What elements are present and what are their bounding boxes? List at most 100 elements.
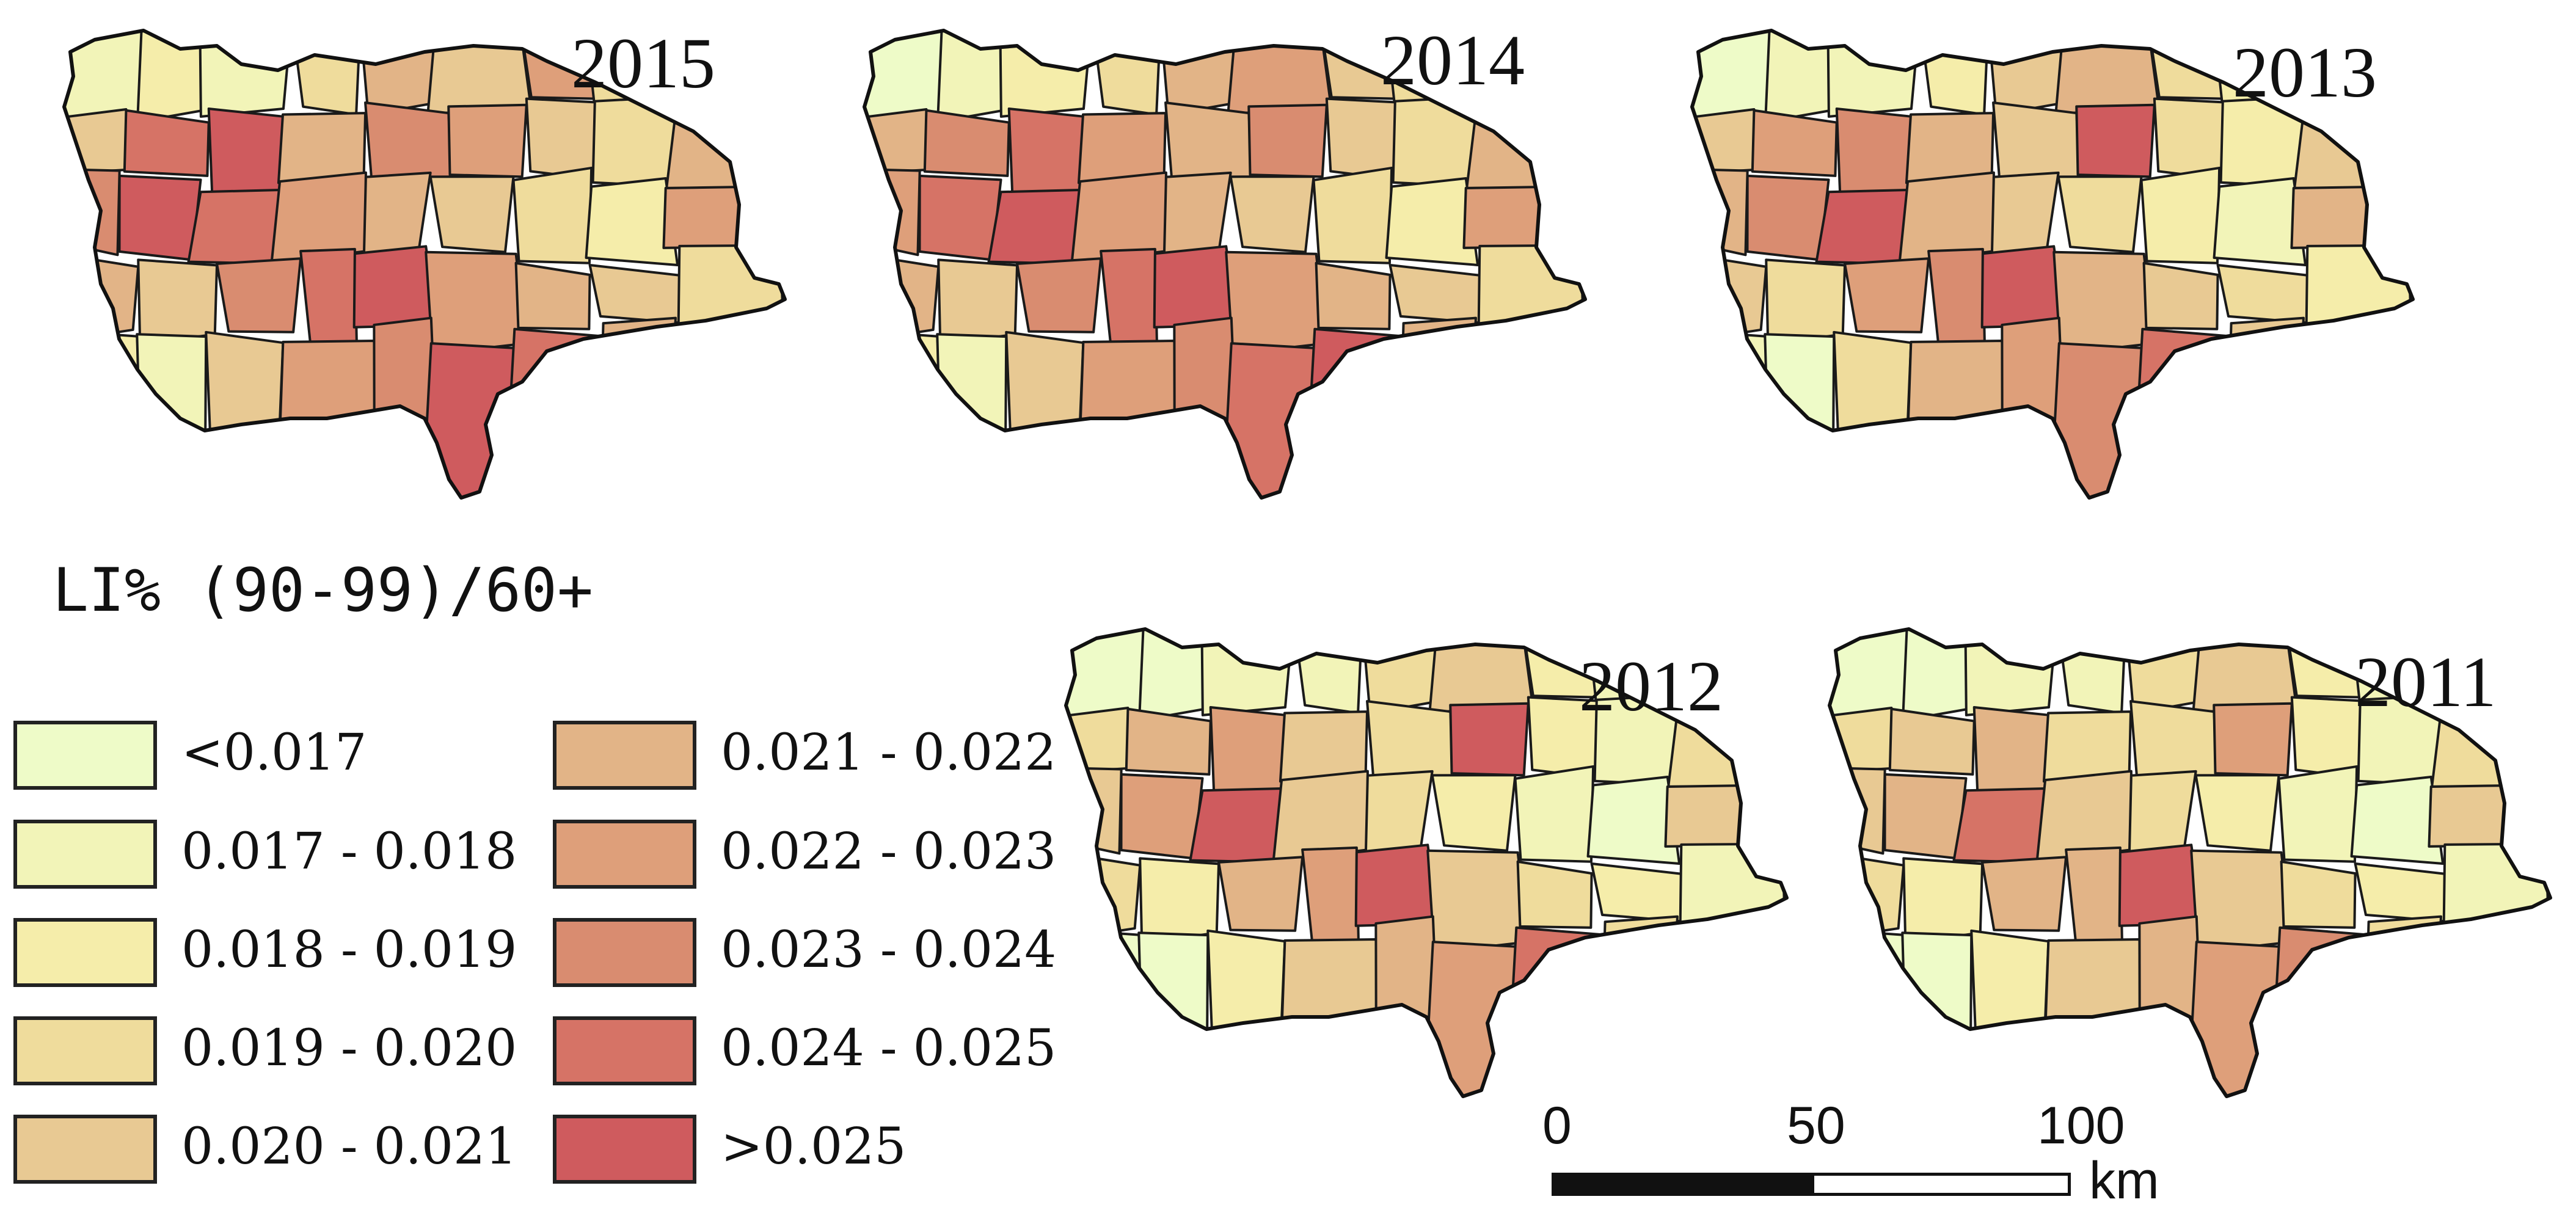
map-district	[136, 31, 205, 123]
map-district	[2194, 774, 2280, 852]
legend-label: 0.020 - 0.021	[181, 1118, 517, 1176]
map-district	[2146, 31, 2225, 100]
map-2015	[58, 27, 815, 528]
map-district	[1423, 941, 1518, 1096]
map-district	[2129, 700, 2219, 781]
map-district	[1426, 849, 1530, 954]
legend-swatch	[553, 1115, 696, 1184]
map-district	[2056, 629, 2127, 715]
map-district	[1090, 31, 1162, 116]
map-district	[447, 103, 528, 178]
map-2012-svg	[1064, 627, 1789, 1098]
map-2011-svg	[1828, 627, 2552, 1098]
map-district	[2216, 263, 2316, 325]
map-district	[1449, 702, 1530, 777]
map-district	[2054, 31, 2160, 116]
map-district	[2065, 846, 2123, 949]
map-district	[987, 189, 1082, 265]
map-district	[2131, 327, 2233, 498]
map-district	[2280, 860, 2357, 929]
legend-label: >0.025	[721, 1118, 907, 1176]
year-label-2013: 2013	[2233, 32, 2377, 112]
map-district	[1225, 250, 1328, 355]
map-district	[512, 166, 593, 264]
map-district	[1431, 774, 1517, 852]
map-district	[1764, 333, 1836, 498]
legend-label: <0.017	[181, 724, 367, 782]
legend-title: LI% (90-99)/60+	[53, 556, 594, 625]
map-district	[2350, 775, 2445, 865]
map-district	[64, 31, 143, 120]
map-district	[1987, 31, 2066, 116]
map-district	[1076, 340, 1181, 498]
year-label-2015: 2015	[571, 23, 715, 103]
map-2014	[858, 27, 1616, 528]
map-district	[1746, 174, 1830, 261]
map-district	[1279, 710, 1369, 783]
map-2013	[1686, 27, 2443, 528]
map-district	[425, 250, 528, 355]
legend-swatch	[553, 721, 696, 790]
map-district	[1016, 257, 1103, 333]
scale-tick-0: 0	[1542, 1096, 1572, 1155]
map-district	[1902, 629, 1970, 722]
map-district	[1505, 926, 1607, 1096]
legend-label: 0.023 - 0.024	[721, 921, 1057, 979]
map-district	[1312, 166, 1393, 264]
map-district	[1301, 846, 1360, 949]
map-district	[2290, 184, 2413, 249]
map-district	[1815, 189, 1910, 265]
map-district	[2213, 177, 2307, 266]
map-district	[1315, 261, 1392, 330]
map-2012	[1060, 626, 1817, 1127]
scale-unit: km	[2089, 1151, 2159, 1210]
map-district	[1918, 31, 1990, 116]
map-district	[1964, 629, 2059, 716]
map-district	[2124, 629, 2203, 715]
map-district	[2041, 938, 2146, 1096]
map-district	[864, 31, 943, 120]
map-district	[923, 109, 1010, 177]
map-district	[364, 101, 454, 183]
legend-label: 0.024 - 0.025	[721, 1019, 1057, 1077]
map-boundary	[62, 29, 787, 500]
map-district	[1590, 862, 1690, 923]
map-district	[1830, 629, 1908, 718]
map-district	[1904, 340, 2009, 498]
map-district	[1905, 112, 1995, 184]
map-district	[2052, 250, 2156, 355]
map-district	[1292, 629, 1363, 715]
map-district	[514, 261, 591, 330]
map-district	[2362, 915, 2442, 1096]
map-district	[1514, 765, 1595, 863]
map-district	[426, 31, 532, 116]
year-label-2012: 2012	[1579, 646, 1723, 726]
map-district	[1360, 629, 1440, 715]
scale-segment-white	[1811, 1173, 2071, 1196]
map-district	[290, 31, 362, 116]
map-district	[999, 31, 1093, 118]
map-district	[216, 257, 302, 333]
map-district	[276, 340, 381, 498]
map-boundary	[1064, 627, 1789, 1098]
map-district	[1366, 700, 1456, 781]
map-district	[1888, 707, 1976, 776]
map-district	[1227, 31, 1332, 116]
map-district	[1247, 103, 1328, 178]
legend-swatch	[13, 820, 157, 889]
legend-label: 0.022 - 0.023	[721, 823, 1057, 881]
map-district	[588, 263, 688, 325]
map-district	[1981, 856, 2068, 932]
map-district	[2075, 103, 2156, 178]
map-district	[1844, 257, 1930, 333]
year-label-2011: 2011	[2355, 642, 2497, 722]
map-district	[1200, 629, 1295, 716]
map-district	[1692, 31, 1771, 120]
map-district	[1385, 177, 1480, 266]
map-2014-svg	[863, 29, 1587, 500]
map-district	[2277, 765, 2359, 863]
map-district	[1137, 931, 1210, 1096]
year-label-2014: 2014	[1381, 20, 1525, 100]
map-district	[2283, 629, 2362, 699]
map-district	[1159, 31, 1238, 116]
